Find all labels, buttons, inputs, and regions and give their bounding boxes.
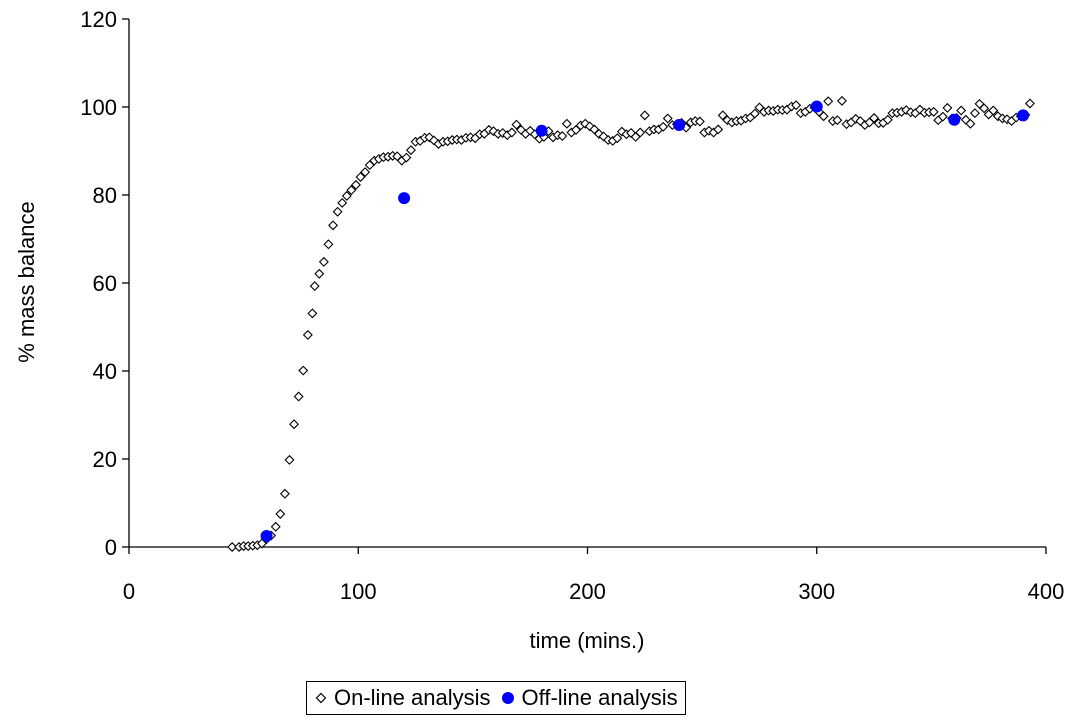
on-line-point: [717, 110, 728, 121]
on-line-point: [836, 95, 847, 106]
legend-item-off-line: Off-line analysis: [501, 685, 678, 711]
on-line-point: [818, 111, 829, 122]
on-line-point: [832, 115, 843, 126]
on-line-point: [965, 118, 976, 129]
on-line-point: [658, 121, 669, 132]
on-line-point: [914, 104, 925, 115]
on-line-point: [337, 197, 348, 208]
on-line-point: [309, 281, 320, 292]
on-line-point: [284, 454, 295, 465]
on-line-point: [584, 121, 595, 132]
circle-marker-icon: [501, 692, 514, 704]
off-line-point: [1017, 109, 1030, 122]
series-off-line-analysis: [260, 100, 1030, 542]
off-line-point: [260, 530, 273, 542]
on-line-point: [713, 124, 724, 135]
on-line-point: [593, 128, 604, 139]
on-line-point: [511, 119, 522, 130]
on-line-point: [823, 96, 834, 107]
off-line-point: [810, 100, 823, 113]
on-line-point: [346, 185, 357, 196]
legend: On-line analysis Off-line analysis: [306, 681, 686, 715]
on-line-point: [341, 190, 352, 201]
series-on-line-analysis: [227, 95, 1035, 552]
y-axis-label: % mass balance: [14, 201, 39, 362]
on-line-point: [332, 206, 343, 217]
y-tick-label: 60: [93, 271, 117, 296]
on-line-point: [850, 113, 861, 124]
axes: 0 20 40 60 80 100 120 0 100 200 300 400: [80, 7, 1064, 604]
on-line-point: [749, 108, 760, 119]
on-line-point: [323, 239, 334, 250]
y-tick-label: 40: [93, 359, 117, 384]
on-line-point: [969, 108, 980, 119]
on-line-point: [869, 113, 880, 123]
on-line-point: [956, 105, 967, 116]
on-line-point: [635, 127, 646, 138]
on-line-point: [942, 102, 953, 113]
x-axis-label: time (mins.): [530, 628, 645, 653]
on-line-point: [639, 110, 650, 121]
on-line-point: [293, 391, 304, 402]
on-line-point: [405, 145, 416, 156]
on-line-point: [360, 167, 371, 178]
off-line-point: [535, 124, 548, 137]
on-line-point: [227, 542, 238, 552]
on-line-point: [979, 103, 990, 114]
on-line-point: [791, 100, 802, 111]
off-line-point: [673, 119, 686, 132]
on-line-point: [428, 135, 439, 146]
x-tick-label: 400: [1028, 579, 1065, 604]
on-line-point: [355, 171, 366, 182]
on-line-point: [401, 152, 412, 163]
off-line-point: [398, 192, 411, 205]
on-line-point: [694, 116, 705, 127]
on-line-point: [557, 131, 568, 142]
x-ticks: 0 100 200 300 400: [123, 547, 1064, 604]
on-line-point: [901, 105, 912, 116]
on-line-point: [612, 133, 623, 144]
chart: 0 20 40 60 80 100 120 0 100 200 300 400 % mass bal…: [14, 7, 1064, 653]
on-line-point: [314, 268, 325, 279]
on-line-point: [662, 113, 673, 124]
on-line-point: [328, 220, 339, 231]
on-line-point: [1024, 98, 1035, 109]
y-tick-label: 120: [80, 7, 117, 32]
on-line-point: [988, 105, 999, 116]
y-tick-label: 100: [80, 95, 117, 120]
off-line-point: [948, 113, 961, 126]
on-line-point: [307, 308, 318, 319]
on-line-point: [289, 419, 300, 430]
on-line-point: [279, 488, 290, 499]
on-line-point: [270, 521, 281, 532]
x-tick-label: 200: [569, 579, 606, 604]
y-tick-label: 0: [105, 535, 117, 560]
legend-label-off-line: Off-line analysis: [521, 685, 678, 710]
legend-label-on-line: On-line analysis: [334, 685, 491, 710]
y-ticks: 0 20 40 60 80 100 120: [80, 7, 129, 560]
on-line-point: [318, 256, 329, 267]
on-line-point: [882, 114, 893, 125]
diamond-marker-icon: [315, 692, 327, 704]
on-line-point: [722, 115, 733, 126]
x-tick-label: 100: [340, 579, 377, 604]
on-line-point: [506, 127, 517, 138]
x-tick-label: 0: [123, 579, 135, 604]
x-tick-label: 300: [798, 579, 835, 604]
y-tick-label: 80: [93, 183, 117, 208]
on-line-point: [937, 111, 948, 122]
on-line-point: [350, 179, 361, 190]
on-line-point: [992, 111, 1003, 122]
on-line-point: [298, 365, 309, 376]
legend-item-on-line: On-line analysis: [315, 685, 491, 711]
on-line-point: [302, 329, 313, 340]
on-line-point: [616, 126, 627, 137]
on-line-point: [928, 106, 939, 117]
on-line-point: [275, 509, 286, 519]
on-line-point: [561, 118, 572, 129]
y-tick-label: 20: [93, 447, 117, 472]
